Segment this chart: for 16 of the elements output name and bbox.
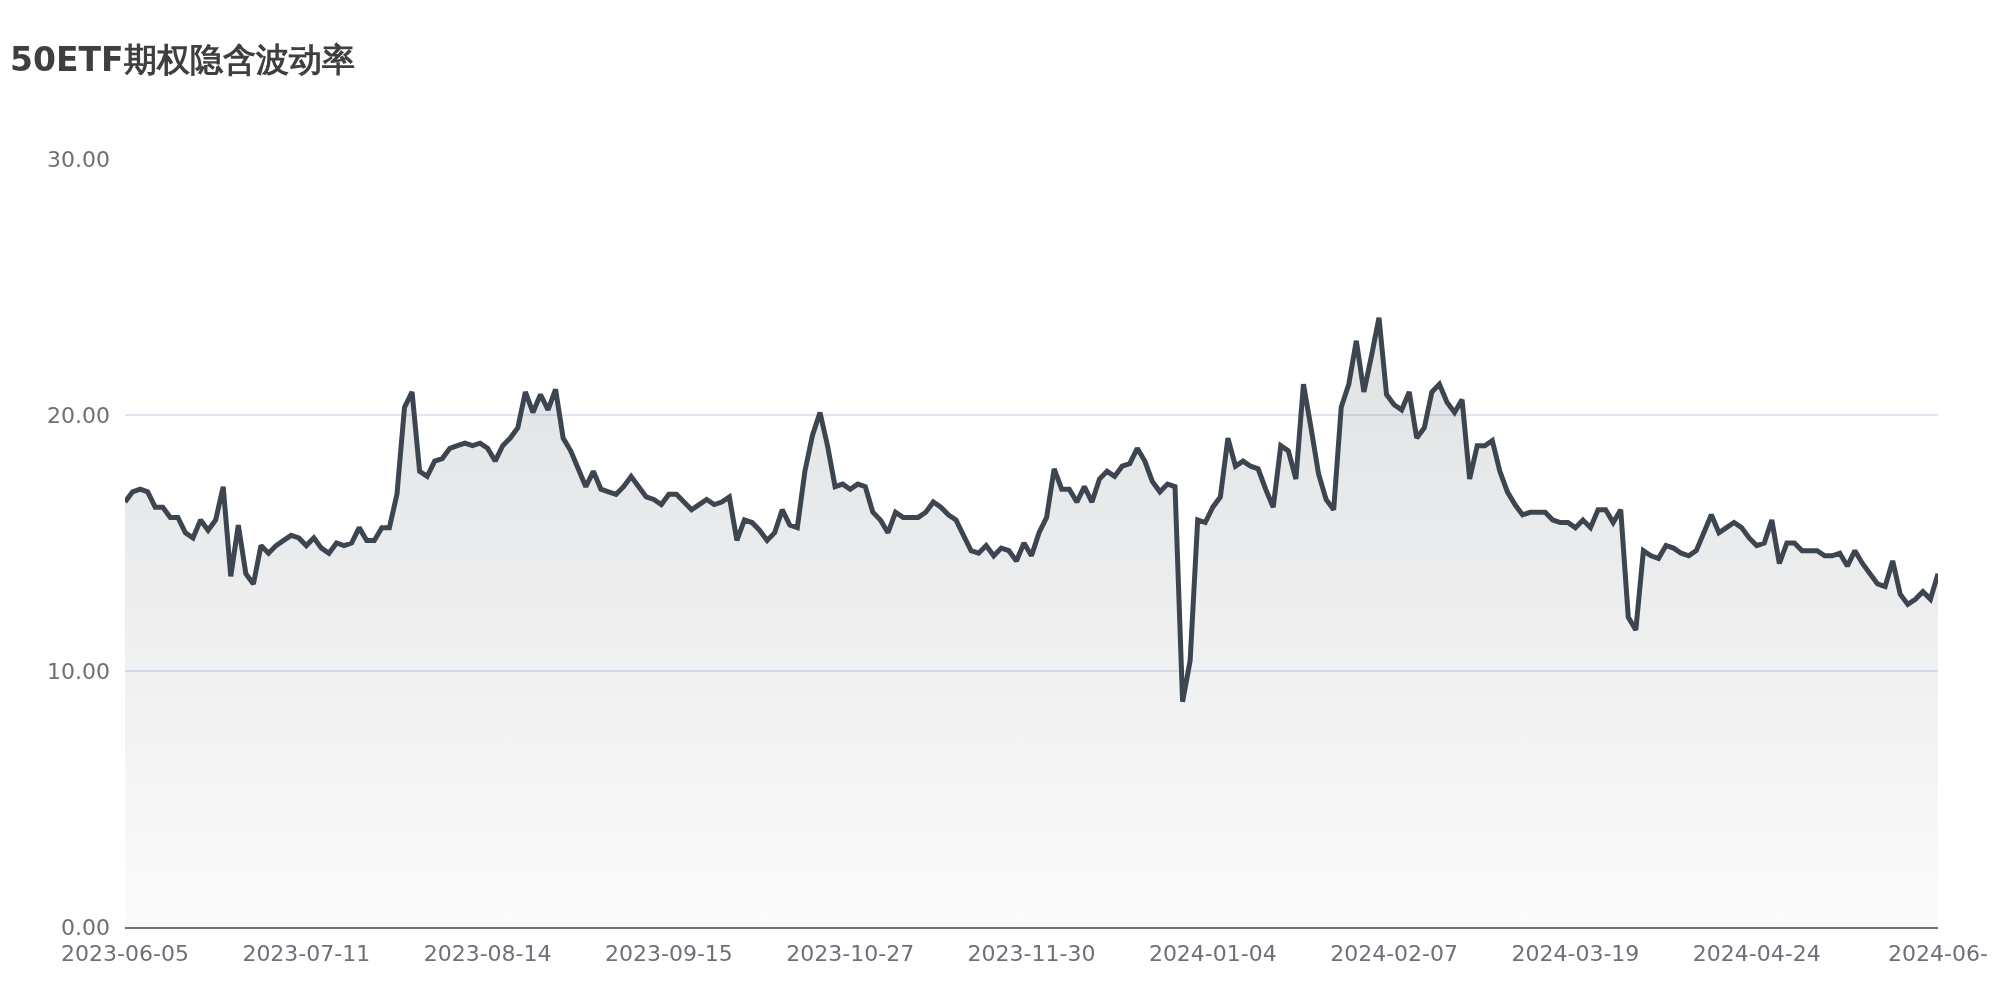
x-tick-label: 2024-01-04 <box>1148 941 1277 967</box>
y-tick-label: 20.00 <box>47 402 110 428</box>
x-tick-label: 2023-09-15 <box>604 941 733 967</box>
x-tick-label: 2023-08-14 <box>423 941 552 967</box>
x-tick-label: 2023-10-27 <box>786 941 915 967</box>
x-tick-label: 2023-07-11 <box>242 941 371 967</box>
x-tick-label: 2024-04-24 <box>1692 941 1821 967</box>
x-tick-label: 2024-06- <box>1888 941 1988 967</box>
x-tick-label: 2023-06-05 <box>61 941 189 967</box>
y-tick-label: 30.00 <box>47 146 110 172</box>
chart-title: 50ETF期权隐含波动率 <box>10 40 355 80</box>
y-tick-label: 0.00 <box>61 914 110 940</box>
x-tick-label: 2024-02-07 <box>1330 941 1459 967</box>
x-tick-label: 2023-11-30 <box>967 941 1096 967</box>
y-tick-label: 10.00 <box>47 658 110 684</box>
x-tick-label: 2024-03-19 <box>1511 941 1640 967</box>
